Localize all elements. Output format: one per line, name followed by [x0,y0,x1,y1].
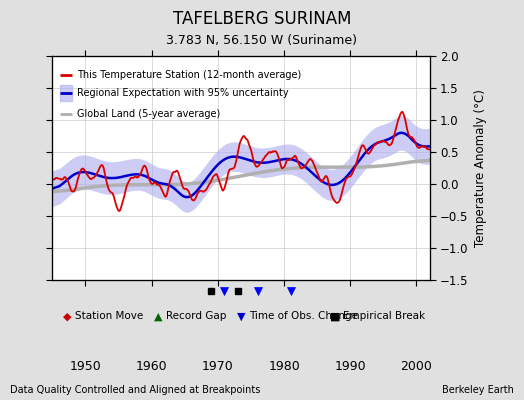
Text: Berkeley Earth: Berkeley Earth [442,385,514,395]
Text: Time of Obs. Change: Time of Obs. Change [248,311,357,321]
Text: Station Move: Station Move [75,311,143,321]
Text: Data Quality Controlled and Aligned at Breakpoints: Data Quality Controlled and Aligned at B… [10,385,261,395]
Text: Global Land (5-year average): Global Land (5-year average) [77,109,220,119]
Text: ◆: ◆ [63,311,72,321]
Text: ▲: ▲ [154,311,162,321]
Text: Empirical Break: Empirical Break [343,311,425,321]
Text: Regional Expectation with 95% uncertainty: Regional Expectation with 95% uncertaint… [77,88,289,98]
Text: This Temperature Station (12-month average): This Temperature Station (12-month avera… [77,70,301,80]
Text: ▼: ▼ [237,311,245,321]
Y-axis label: Temperature Anomaly (°C): Temperature Anomaly (°C) [474,89,487,247]
Text: 3.783 N, 56.150 W (Suriname): 3.783 N, 56.150 W (Suriname) [167,34,357,47]
Text: Record Gap: Record Gap [166,311,226,321]
Text: TAFELBERG SURINAM: TAFELBERG SURINAM [173,10,351,28]
Text: ■: ■ [330,311,341,321]
